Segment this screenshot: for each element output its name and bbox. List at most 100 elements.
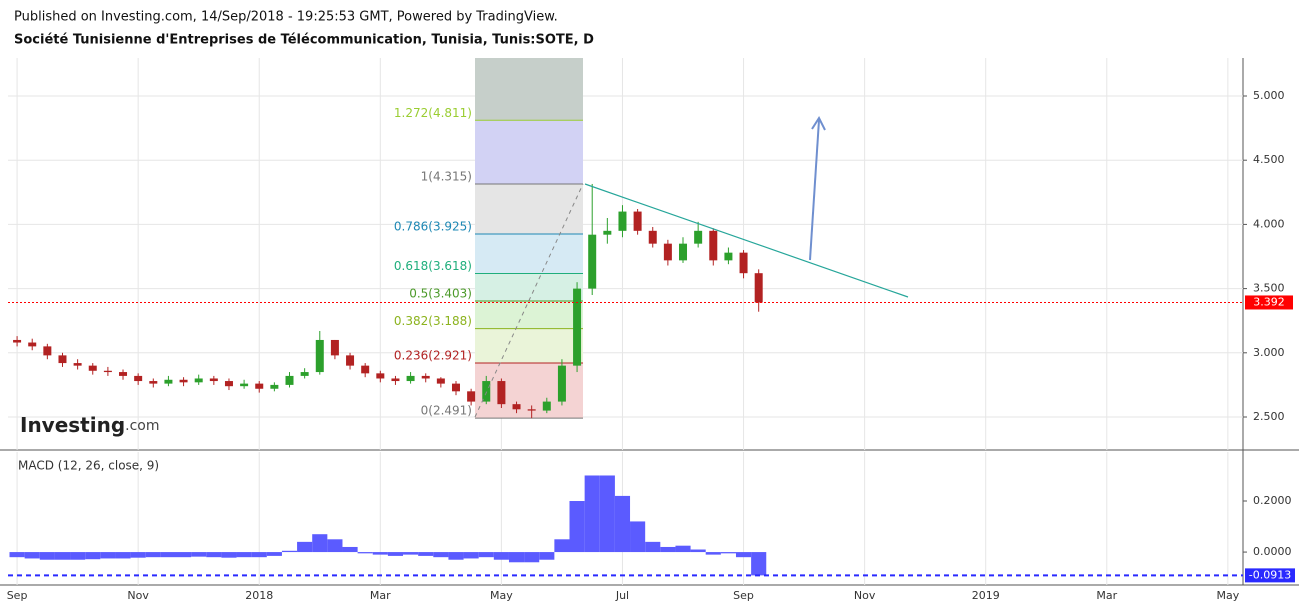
macd-bar	[100, 552, 116, 559]
fib-zone	[475, 328, 583, 363]
macd-last-label: -0.0913	[1249, 568, 1291, 581]
candle-body	[43, 346, 52, 356]
x-tick-label: Jul	[615, 589, 629, 602]
macd-bar	[70, 552, 86, 560]
trend-line	[584, 183, 909, 298]
candle-body	[603, 230, 612, 235]
candle-body	[330, 339, 339, 356]
macd-bar	[493, 552, 509, 560]
x-tick-label: May	[490, 589, 513, 602]
candle-body	[588, 234, 597, 289]
macd-bar	[584, 475, 600, 553]
candle-body	[557, 365, 566, 402]
fib-zone	[475, 183, 583, 235]
y-tick-label: 0.2000	[1253, 494, 1292, 507]
chart-title: Société Tunisienne d'Entreprises de Télé…	[14, 33, 594, 48]
macd-bar	[554, 539, 570, 553]
plot: Sep Nov 2018 Mar May Jul Sep Nov 2019 Mar May 2.500…	[7, 58, 1295, 602]
candle-body	[391, 378, 400, 382]
macd-bar	[403, 552, 419, 555]
candle-body	[679, 243, 688, 261]
y-tick-label: 3.000	[1253, 346, 1285, 359]
candle-body	[542, 401, 551, 411]
candle-body	[346, 355, 355, 366]
arrow-head	[811, 115, 826, 131]
fib-label: 0.382(3.188)	[394, 314, 472, 328]
candle-body	[194, 378, 203, 383]
macd-bar	[281, 550, 298, 553]
logo-text: Investing	[20, 413, 125, 437]
candle-body	[573, 288, 582, 366]
macd-bar	[463, 552, 479, 559]
logo-suffix: .com	[125, 418, 159, 434]
candle-body	[709, 230, 718, 261]
candle-body	[240, 383, 249, 387]
macd-bar	[660, 546, 676, 553]
candle-body	[361, 365, 370, 374]
candle-body	[224, 381, 233, 387]
macd-bar	[39, 552, 55, 560]
fib-label: 0.618(3.618)	[394, 259, 472, 273]
y-tick-label: 3.500	[1253, 282, 1285, 295]
fib-zone	[475, 120, 583, 184]
arrow	[809, 119, 820, 261]
x-tick-label: Sep	[7, 589, 28, 602]
logo: Investing.com	[20, 413, 160, 437]
candle-body	[724, 252, 733, 261]
fib-label: 0.5(3.403)	[409, 287, 472, 301]
y-tick-label: 2.500	[1253, 410, 1285, 423]
macd-bar	[115, 552, 131, 559]
last-price-box	[1245, 295, 1293, 310]
candle-body	[88, 365, 97, 371]
candle-body	[255, 383, 264, 389]
macd-bar	[508, 552, 525, 563]
candle-body	[164, 379, 173, 384]
fib-zone	[475, 273, 583, 302]
y-tick-label: 4.000	[1253, 217, 1285, 230]
macd-bar	[221, 552, 237, 558]
candle-body	[315, 339, 324, 373]
macd-bar	[191, 552, 207, 557]
macd-bar	[645, 541, 661, 553]
x-tick-label: 2019	[972, 589, 1000, 602]
macd-bar	[524, 552, 540, 563]
x-tick-label: Nov	[854, 589, 876, 602]
macd-bar	[251, 552, 267, 558]
candle-body	[663, 243, 672, 261]
candle-body	[119, 372, 128, 376]
x-tick-label: May	[1216, 589, 1239, 602]
last-price-label: 3.392	[1253, 295, 1285, 308]
published-note: Published on Investing.com, 14/Sep/2018 …	[14, 10, 558, 25]
macd-bar	[54, 552, 71, 560]
candle-body	[179, 379, 188, 383]
candle-body	[512, 404, 521, 410]
macd-bar	[160, 552, 176, 558]
candle-body	[300, 372, 309, 376]
macd-bar	[236, 552, 252, 558]
candle-body	[13, 339, 22, 343]
fib-zone	[475, 58, 583, 121]
candle-body	[28, 342, 37, 347]
macd-bar	[720, 552, 736, 554]
macd-bar	[569, 501, 585, 553]
macd-bar	[705, 552, 721, 555]
fib-anchor-line	[474, 183, 584, 418]
candle-body	[754, 273, 763, 303]
macd-bar	[418, 552, 434, 556]
y-tick-label: 5.000	[1253, 89, 1285, 102]
fib-label: 1(4.315)	[421, 169, 472, 183]
candle-body	[451, 383, 460, 392]
macd-bar	[387, 552, 404, 556]
candle-body	[694, 230, 703, 244]
candle-body	[406, 375, 415, 382]
candle-body	[285, 375, 294, 385]
macd-bar	[297, 541, 313, 553]
macd-bar	[433, 552, 449, 558]
macd-bar	[690, 549, 706, 553]
macd-bar	[24, 552, 40, 559]
candle-body	[648, 230, 657, 244]
x-tick-label: Sep	[733, 589, 754, 602]
fib-zone	[475, 234, 583, 274]
